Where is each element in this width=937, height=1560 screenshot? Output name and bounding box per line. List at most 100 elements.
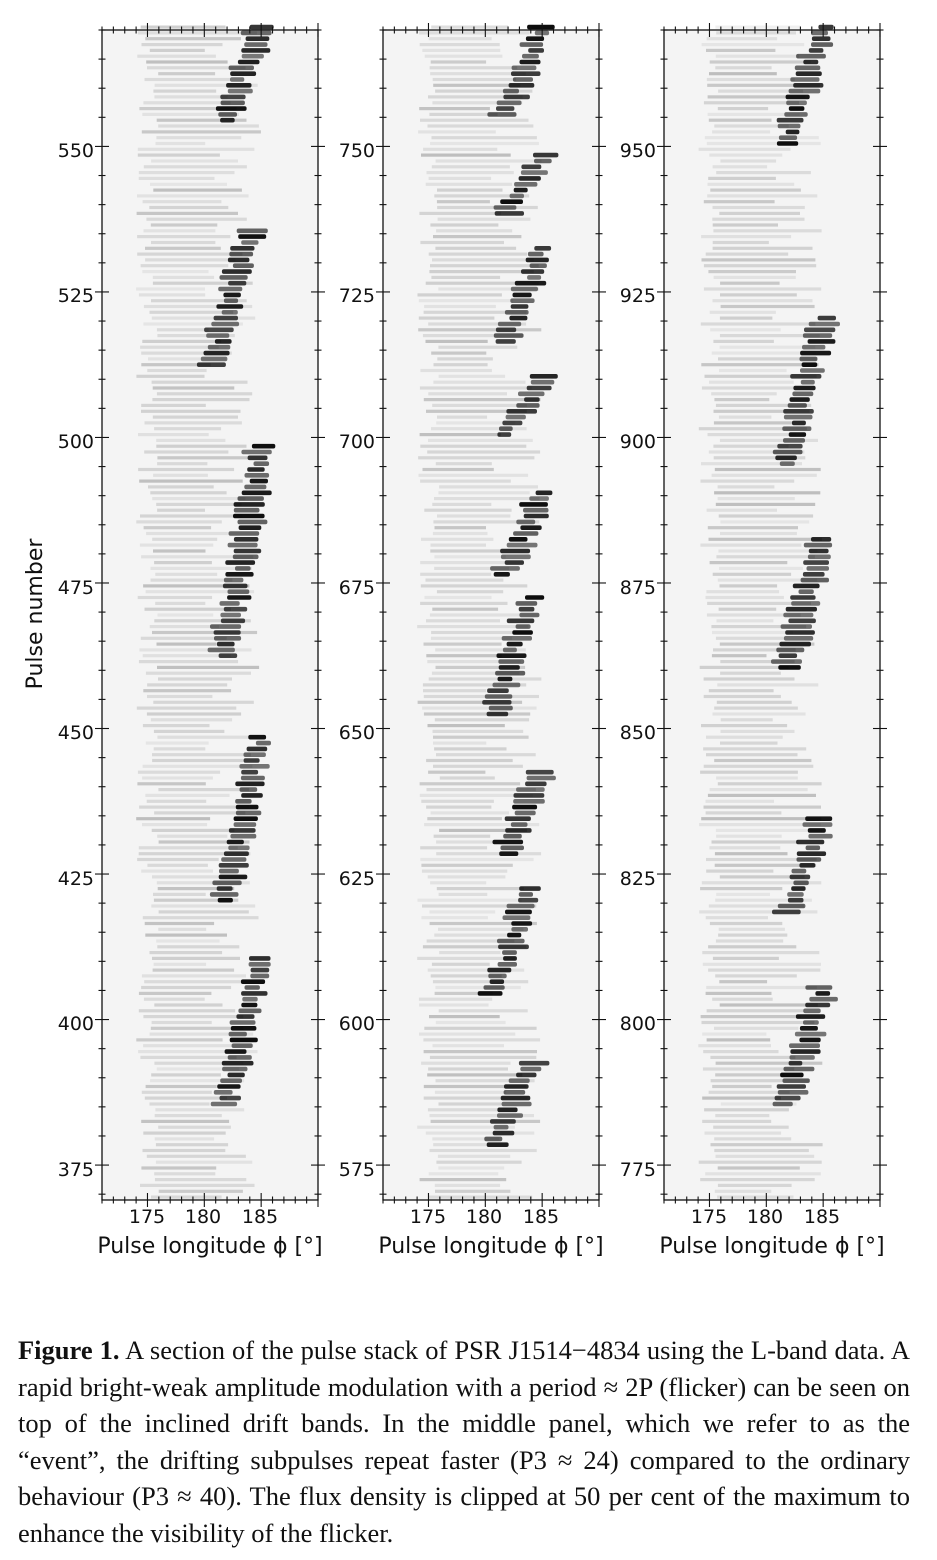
pulse-row bbox=[438, 927, 524, 931]
pulse-row bbox=[718, 607, 777, 611]
pulse-row bbox=[421, 863, 513, 867]
subpulse bbox=[518, 391, 545, 397]
panel-3-xtick-175: 175 bbox=[691, 1206, 727, 1228]
subpulse bbox=[210, 1101, 238, 1107]
panel-2-bg bbox=[383, 30, 599, 1200]
pulse-row bbox=[152, 875, 245, 879]
pulse-row bbox=[141, 974, 246, 978]
pulse-row bbox=[142, 200, 222, 204]
pulse-row bbox=[433, 235, 522, 239]
subpulse bbox=[237, 59, 260, 65]
subpulse bbox=[523, 507, 549, 513]
pulse-row bbox=[420, 584, 528, 588]
pulse-row bbox=[712, 130, 771, 134]
pulse-row bbox=[153, 188, 242, 192]
pulse-row bbox=[430, 223, 499, 227]
subpulse bbox=[801, 362, 818, 367]
pulse-row bbox=[423, 1050, 537, 1054]
subpulse bbox=[811, 30, 828, 36]
pulse-row bbox=[710, 188, 801, 192]
pulse-row bbox=[424, 1026, 537, 1030]
subpulse bbox=[247, 467, 265, 472]
subpulse bbox=[777, 903, 806, 909]
subpulse bbox=[791, 420, 806, 426]
pulse-row bbox=[716, 700, 792, 704]
subpulse bbox=[783, 414, 813, 420]
pulse-row bbox=[142, 764, 253, 768]
subpulse bbox=[233, 507, 260, 513]
subpulse bbox=[514, 810, 536, 816]
subpulse bbox=[502, 88, 519, 94]
subpulse bbox=[783, 1066, 815, 1072]
subpulse bbox=[240, 30, 272, 36]
pulse-row bbox=[431, 165, 510, 169]
pulse-row bbox=[438, 491, 530, 495]
subpulse bbox=[229, 1020, 256, 1025]
pulse-row bbox=[152, 537, 218, 541]
panel-1-ytick-550: 550 bbox=[58, 140, 94, 162]
pulse-row bbox=[153, 473, 208, 477]
pulse-row bbox=[432, 1137, 500, 1141]
subpulse bbox=[802, 344, 826, 350]
pulse-row bbox=[426, 409, 527, 413]
subpulse bbox=[778, 665, 801, 670]
pulse-row bbox=[433, 741, 487, 745]
subpulse bbox=[490, 1119, 516, 1124]
pulse-row bbox=[432, 101, 523, 105]
subpulse bbox=[496, 653, 527, 658]
subpulse bbox=[220, 100, 245, 106]
subpulse bbox=[223, 292, 241, 298]
pulse-row bbox=[719, 316, 773, 320]
subpulse bbox=[495, 339, 516, 344]
subpulse bbox=[242, 996, 258, 1002]
pulse-row bbox=[419, 211, 502, 215]
pulse-row bbox=[421, 537, 494, 541]
pulse-row bbox=[145, 741, 209, 745]
panel-3-ytick-775: 775 bbox=[620, 1159, 656, 1181]
pulse-row bbox=[155, 1108, 245, 1112]
pulse-row bbox=[140, 1055, 237, 1059]
panel-3-ytick-825: 825 bbox=[620, 868, 656, 890]
pulse-row bbox=[712, 572, 792, 576]
pulse-row bbox=[151, 380, 248, 384]
pulse-row bbox=[143, 1015, 244, 1019]
pulse-row bbox=[423, 398, 541, 402]
pulse-row bbox=[716, 555, 815, 559]
subpulse bbox=[487, 967, 512, 973]
subpulse bbox=[520, 1066, 542, 1072]
pulse-row bbox=[153, 747, 206, 751]
subpulse bbox=[533, 152, 559, 158]
pulse-row bbox=[438, 374, 506, 378]
pulse-row bbox=[704, 1108, 789, 1112]
pulse-row bbox=[438, 892, 488, 896]
subpulse bbox=[493, 333, 524, 338]
pulse-row bbox=[712, 217, 805, 221]
pulse-row bbox=[150, 1026, 244, 1030]
pulse-row bbox=[718, 415, 772, 419]
subpulse bbox=[222, 583, 248, 589]
pulse-row bbox=[718, 89, 804, 93]
subpulse bbox=[241, 48, 271, 53]
subpulse bbox=[204, 327, 234, 333]
pulse-row bbox=[432, 77, 517, 82]
pulse-row bbox=[429, 112, 498, 116]
pulse-row bbox=[434, 555, 506, 559]
subpulse bbox=[492, 1130, 515, 1136]
pulse-row bbox=[437, 415, 488, 419]
subpulse bbox=[807, 828, 826, 833]
subpulse bbox=[792, 391, 814, 397]
pulse-row bbox=[422, 706, 537, 710]
subpulse bbox=[507, 932, 522, 938]
pulse-row bbox=[715, 898, 812, 902]
subpulse bbox=[790, 1049, 821, 1054]
pulse-row bbox=[708, 118, 772, 122]
subpulse bbox=[218, 286, 243, 292]
panel-3-pulse-stack bbox=[698, 24, 840, 1199]
subpulse bbox=[217, 897, 233, 903]
subpulse bbox=[243, 758, 260, 763]
pulse-row bbox=[428, 176, 492, 180]
pulse-row bbox=[703, 764, 814, 768]
subpulse bbox=[213, 630, 241, 635]
pulse-row bbox=[142, 724, 210, 728]
pulse-row bbox=[433, 735, 529, 739]
